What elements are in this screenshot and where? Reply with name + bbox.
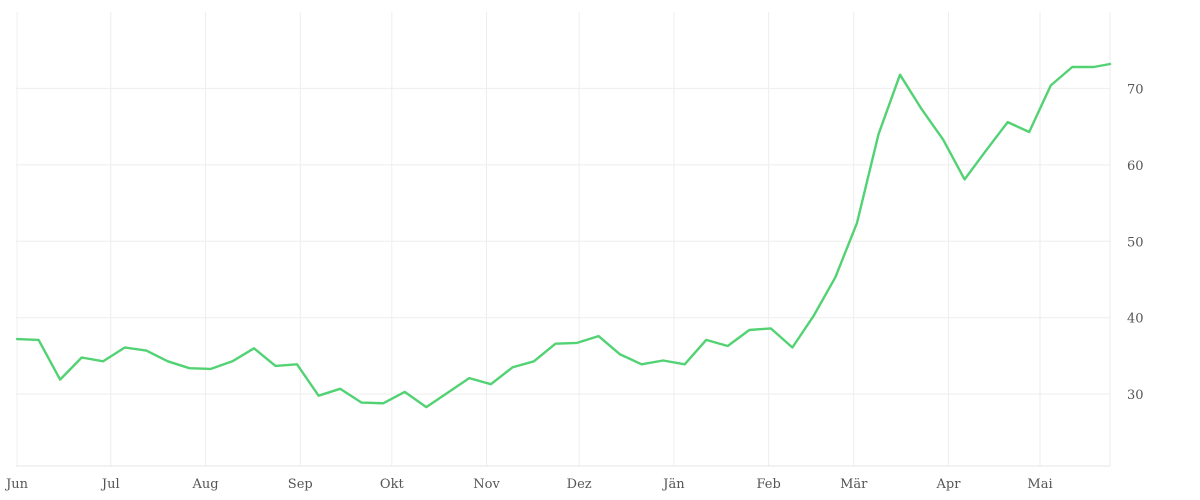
x-tick-label: Nov	[473, 477, 500, 492]
x-tick-label: Mär	[840, 477, 868, 492]
x-tick-label: Aug	[191, 477, 218, 492]
y-tick-label: 70	[1127, 82, 1144, 97]
x-tick-label: Mai	[1027, 477, 1052, 492]
y-tick-label: 30	[1127, 388, 1144, 403]
x-tick-label: Jun	[4, 477, 29, 492]
y-tick-label: 50	[1127, 235, 1144, 250]
x-tick-label: Jän	[661, 477, 685, 492]
x-tick-label: Dez	[567, 477, 592, 492]
y-tick-label: 40	[1127, 312, 1144, 327]
x-tick-label: Apr	[936, 477, 962, 492]
x-tick-label: Okt	[380, 477, 405, 492]
x-tick-label: Jul	[100, 477, 120, 492]
gridlines	[16, 12, 1111, 466]
x-tick-label: Feb	[756, 477, 780, 492]
x-tick-label: Sep	[288, 477, 313, 492]
series-line	[15, 62, 1112, 409]
y-axis-tick-labels: 30 40 50 60 70	[1127, 82, 1144, 403]
y-tick-label: 60	[1127, 159, 1144, 174]
x-axis-tick-labels: Jun Jul Aug Sep Okt Nov Dez Jän Feb Mär Apr Mai	[4, 477, 1053, 492]
